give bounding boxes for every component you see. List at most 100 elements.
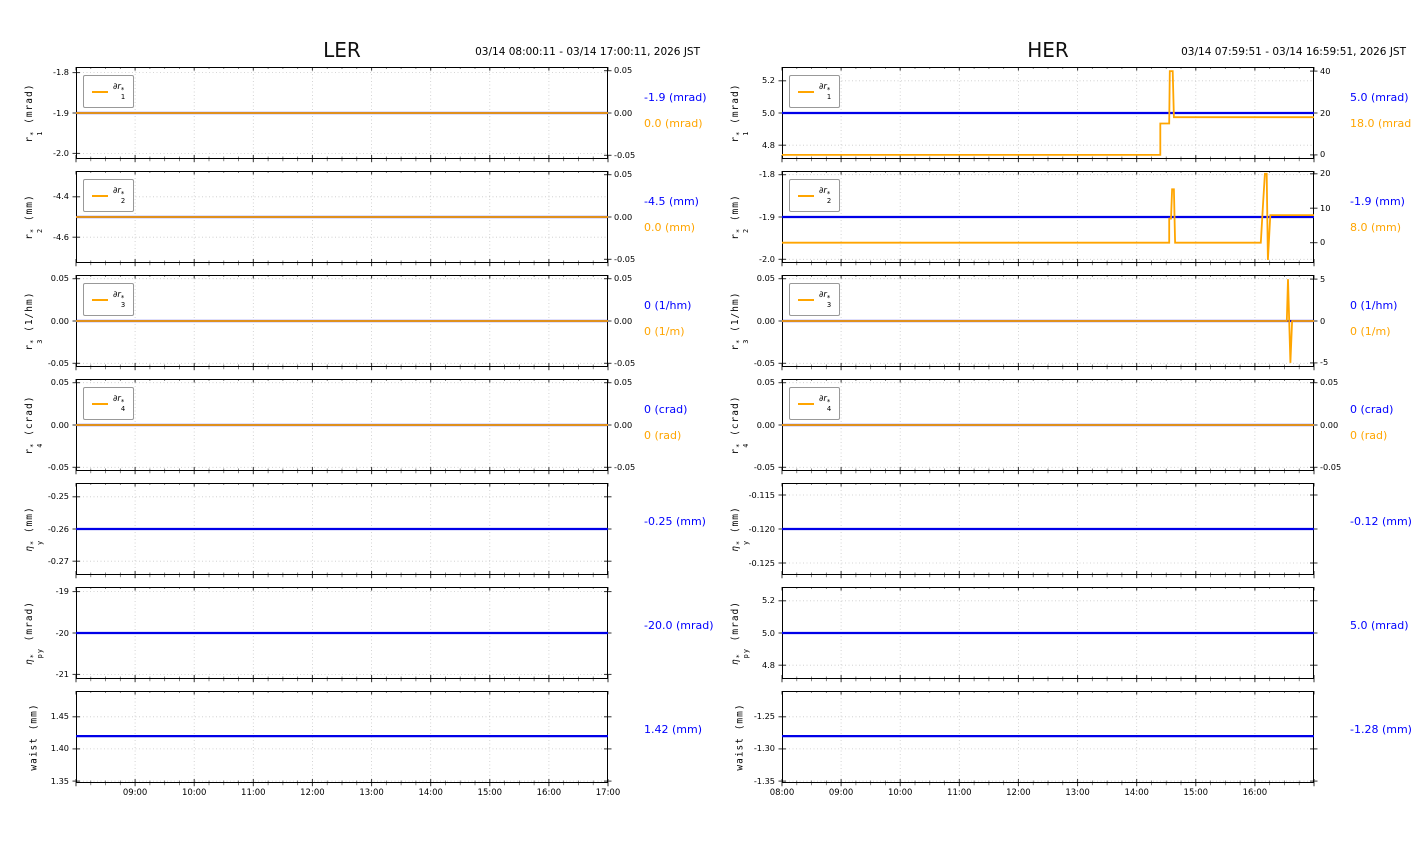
- subsup-stack: * y: [735, 539, 750, 545]
- y-tick-label: -4.4: [53, 191, 69, 202]
- value-label-blue: -1.9 (mm): [1350, 195, 1405, 208]
- legend-label: ∂r * 1: [819, 82, 832, 101]
- subsup-stack: * 4: [826, 398, 832, 413]
- x-tick-label: 16:00: [1242, 788, 1268, 798]
- value-label-blue: -20.0 (mrad): [644, 619, 714, 632]
- legend: ∂r * 4: [789, 387, 841, 420]
- chart-panel-ler-3: 0.05 0.00 -0.05 0.05 0.00 -0.05 r * 3 (1/hm) ∂r * 3…: [24, 273, 691, 371]
- chart-panel-ler-7: 1.45 1.40 1.35 waist (mm) 1.42 (mm) 09:00 10:0…: [29, 691, 702, 798]
- y-tick-label: -1.35: [753, 775, 775, 786]
- chart-panel-ler-1: -1.8 -1.9 -2.0 0.05 0.00 -0.05 r * 1 (mrad) ∂r * 1-…: [24, 65, 707, 163]
- legend-label: ∂r * 1: [113, 82, 126, 101]
- column-her: HER 03/14 07:59:51 - 03/14 16:59:51, 202…: [706, 0, 1412, 864]
- date-range-label-her: 03/14 07:59:51 - 03/14 16:59:51, 2026 JS…: [1181, 46, 1406, 58]
- y-tick-label: 4.8: [761, 659, 775, 670]
- chart-panel-her-3: 0.05 0.00 -0.05 5 0 -5 r * 3 (1/hm) ∂r * 3 0 (1/hm) 0…: [730, 273, 1397, 371]
- subsup-stack: * py: [735, 648, 750, 659]
- chart-panel-her-6: 5.2 5.0 4.8 η * py (mrad) 5.0 (mrad): [730, 587, 1409, 683]
- subsup-stack: * 1: [735, 130, 750, 136]
- y-tick-label: 0.05: [50, 377, 69, 388]
- subsup-stack: * 2: [735, 227, 750, 233]
- right-y-tick-label: 0: [1320, 149, 1326, 160]
- subsup-stack: * 4: [29, 442, 44, 448]
- subsup-stack: * 1: [120, 86, 126, 101]
- legend: ∂r * 3: [83, 283, 135, 316]
- y-tick-label: -2.0: [53, 147, 69, 158]
- right-y-tick-label: 40: [1320, 65, 1331, 76]
- value-label-orange: 8.0 (mm): [1350, 221, 1402, 234]
- legend: ∂r * 1: [789, 75, 841, 108]
- y-tick-label: -0.05: [753, 357, 775, 368]
- plot-area: [778, 67, 1318, 163]
- x-tick-label: 12:00: [1006, 788, 1031, 798]
- y-tick-label: -0.125: [748, 557, 775, 568]
- subsup-stack: * 3: [29, 338, 44, 344]
- plot-area: [778, 171, 1318, 267]
- right-y-tick-label: 0.00: [1320, 419, 1339, 430]
- legend-line-swatch: [92, 402, 108, 405]
- value-label-orange: 0.0 (mm): [644, 221, 696, 234]
- legend-label: ∂r * 4: [113, 394, 126, 413]
- value-label-blue: -0.25 (mm): [644, 515, 706, 528]
- y-tick-label: 0.00: [50, 315, 69, 326]
- y-tick-label: -1.25: [753, 711, 775, 722]
- plot-area: [72, 67, 612, 163]
- y-tick-label: -1.30: [753, 743, 775, 754]
- y-tick-label: -21: [55, 668, 69, 679]
- x-tick-label: 09:00: [122, 788, 148, 798]
- legend-line-swatch: [798, 194, 814, 197]
- chart-panel-her-2: -1.8 -1.9 -2.0 20 10 0 r * 2 (mm) ∂r * 2 -1.9 (mm) 8.…: [730, 168, 1405, 267]
- legend-line-swatch: [92, 298, 108, 301]
- legend-line-swatch: [798, 402, 814, 405]
- chart-panel-her-1: 5.2 5.0 4.8 40 20 0 r * 1 (mrad) ∂r * 1 5.0 (mrad) 18…: [730, 66, 1412, 163]
- y-tick-label: -19: [55, 586, 69, 597]
- legend-label: ∂r * 2: [819, 186, 832, 205]
- column-ler: LER 03/14 08:00:11 - 03/14 17:00:11, 202…: [24, 38, 714, 798]
- right-y-tick-label: 0.05: [614, 169, 633, 180]
- legend-label: ∂r * 3: [113, 290, 126, 309]
- y-tick-label: 5.0: [761, 107, 775, 118]
- y-tick-label: -1.9: [53, 107, 69, 118]
- right-y-tick-label: 0.00: [614, 419, 633, 430]
- value-label-blue: 0 (1/hm): [1350, 299, 1398, 312]
- plot-area: [72, 587, 612, 683]
- x-tick-label: 10:00: [181, 788, 207, 798]
- subsup-stack: * 4: [735, 442, 750, 448]
- subsup-stack: * 2: [29, 227, 44, 233]
- y-tick-label: 0.05: [50, 273, 69, 284]
- right-y-tick-label: 20: [1320, 168, 1331, 179]
- chart-panel-ler-6: -19 -20 -21 η * py (mrad) -20.0 (mrad): [24, 586, 714, 683]
- x-tick-label: 08:00: [769, 788, 795, 798]
- value-label-blue: -1.28 (mm): [1350, 723, 1412, 736]
- legend-line-swatch: [92, 90, 108, 93]
- x-tick-label: 12:00: [300, 788, 325, 798]
- x-tick-label: 17:00: [595, 788, 621, 798]
- right-y-tick-label: 0.05: [1320, 377, 1339, 388]
- legend: ∂r * 4: [83, 387, 135, 420]
- y-tick-label: -2.0: [759, 253, 775, 264]
- value-label-blue: -1.9 (mrad): [644, 91, 707, 104]
- x-tick-label: 10:00: [887, 788, 913, 798]
- y-tick-label: -0.05: [47, 461, 69, 472]
- y-tick-label: -20: [55, 627, 69, 638]
- y-tick-label: -0.05: [753, 461, 775, 472]
- y-tick-label: 5.2: [761, 595, 775, 606]
- orange-series-line: [782, 279, 1314, 363]
- x-tick-label: 15:00: [1183, 788, 1209, 798]
- legend-line-swatch: [798, 298, 814, 301]
- right-y-tick-label: -0.05: [614, 149, 636, 160]
- value-label-blue: -0.12 (mm): [1350, 515, 1412, 528]
- chart-panel-her-5: -0.115 -0.120 -0.125 η * y (mm) -0.12 (mm): [730, 483, 1412, 579]
- y-tick-label: -0.120: [748, 523, 775, 534]
- value-label-blue: -4.5 (mm): [644, 195, 699, 208]
- legend: ∂r * 3: [789, 283, 841, 316]
- plot-area: [778, 587, 1318, 683]
- value-label-blue: 0 (1/hm): [644, 299, 692, 312]
- x-tick-label: 09:00: [828, 788, 854, 798]
- value-label-blue: 0 (crad): [644, 403, 688, 416]
- y-tick-label: -0.27: [47, 555, 69, 566]
- right-y-tick-label: 0: [1320, 237, 1326, 248]
- x-tick-label: 13:00: [1065, 788, 1090, 798]
- legend: ∂r * 2: [789, 179, 841, 212]
- y-tick-label: -0.05: [47, 357, 69, 368]
